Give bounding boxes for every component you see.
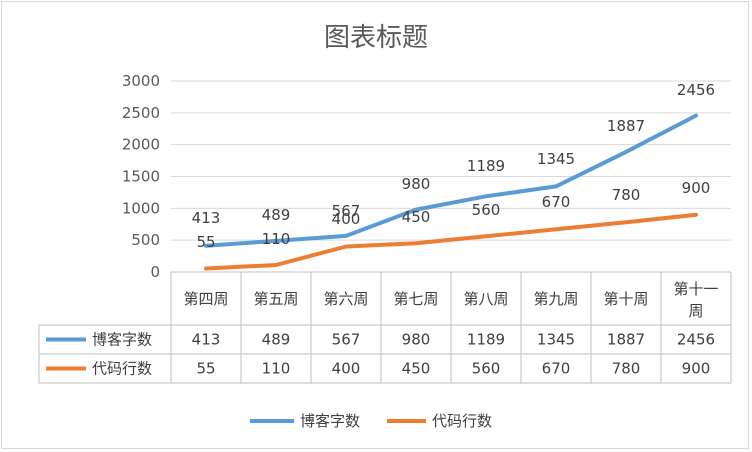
data-label: 567 [332, 202, 361, 220]
data-label: 400 [332, 210, 361, 228]
data-label: 980 [402, 175, 431, 193]
category-label: 第四周 [183, 290, 228, 308]
table-cell: 780 [612, 360, 641, 378]
data-label: 413 [192, 209, 221, 227]
table-cell: 400 [332, 360, 361, 378]
data-label: 489 [262, 206, 291, 224]
table-cell: 413 [192, 331, 221, 349]
table-cell: 1345 [537, 331, 575, 349]
table-cell: 980 [402, 331, 431, 349]
table-cell: 900 [682, 360, 711, 378]
table-series-name: 代码行数 [92, 360, 152, 378]
category-label: 第五周 [253, 290, 298, 308]
legend-item-0[interactable]: 博客字数 [250, 412, 360, 430]
legend-label: 博客字数 [300, 412, 360, 430]
data-label: 2456 [677, 81, 715, 99]
table-cell: 489 [262, 331, 291, 349]
data-label: 110 [262, 230, 291, 248]
category-label: 第七周 [393, 290, 438, 308]
y-tick-label: 500 [131, 231, 160, 249]
table-series-name: 博客字数 [92, 331, 152, 349]
legend-item-1[interactable]: 代码行数 [387, 412, 492, 430]
series-line-0 [204, 113, 698, 248]
category-label: 第十一 [673, 280, 718, 298]
table-cell: 55 [196, 360, 215, 378]
data-label: 900 [682, 179, 711, 197]
table-cell: 567 [332, 331, 361, 349]
table-cell: 110 [262, 360, 291, 378]
table-cell: 450 [402, 360, 431, 378]
y-tick-label: 1500 [122, 168, 160, 186]
table-cell: 1189 [467, 331, 505, 349]
data-label: 1345 [537, 150, 575, 168]
category-label: 第六周 [323, 290, 368, 308]
y-tick-label: 3000 [122, 72, 160, 90]
y-tick-label: 1000 [122, 199, 160, 217]
data-label: 1189 [467, 157, 505, 175]
category-label-cont: 周 [688, 302, 703, 320]
data-label: 450 [402, 208, 431, 226]
series-line-1 [204, 212, 698, 271]
table-cell: 2456 [677, 331, 715, 349]
category-label: 第八周 [463, 290, 508, 308]
y-tick-label: 2500 [122, 104, 160, 122]
data-label: 1887 [607, 117, 645, 135]
category-label: 第九周 [533, 290, 578, 308]
y-tick-label: 2000 [122, 136, 160, 154]
category-label: 第十周 [603, 290, 648, 308]
table-cell: 670 [542, 360, 571, 378]
data-label: 55 [196, 233, 215, 251]
data-label: 560 [472, 201, 501, 219]
table-cell: 560 [472, 360, 501, 378]
table-cell: 1887 [607, 331, 645, 349]
data-label: 780 [612, 186, 641, 204]
y-tick-label: 0 [150, 263, 160, 281]
legend-label: 代码行数 [432, 412, 492, 430]
chart-title: 图表标题 [324, 23, 428, 53]
data-label: 670 [542, 193, 571, 211]
